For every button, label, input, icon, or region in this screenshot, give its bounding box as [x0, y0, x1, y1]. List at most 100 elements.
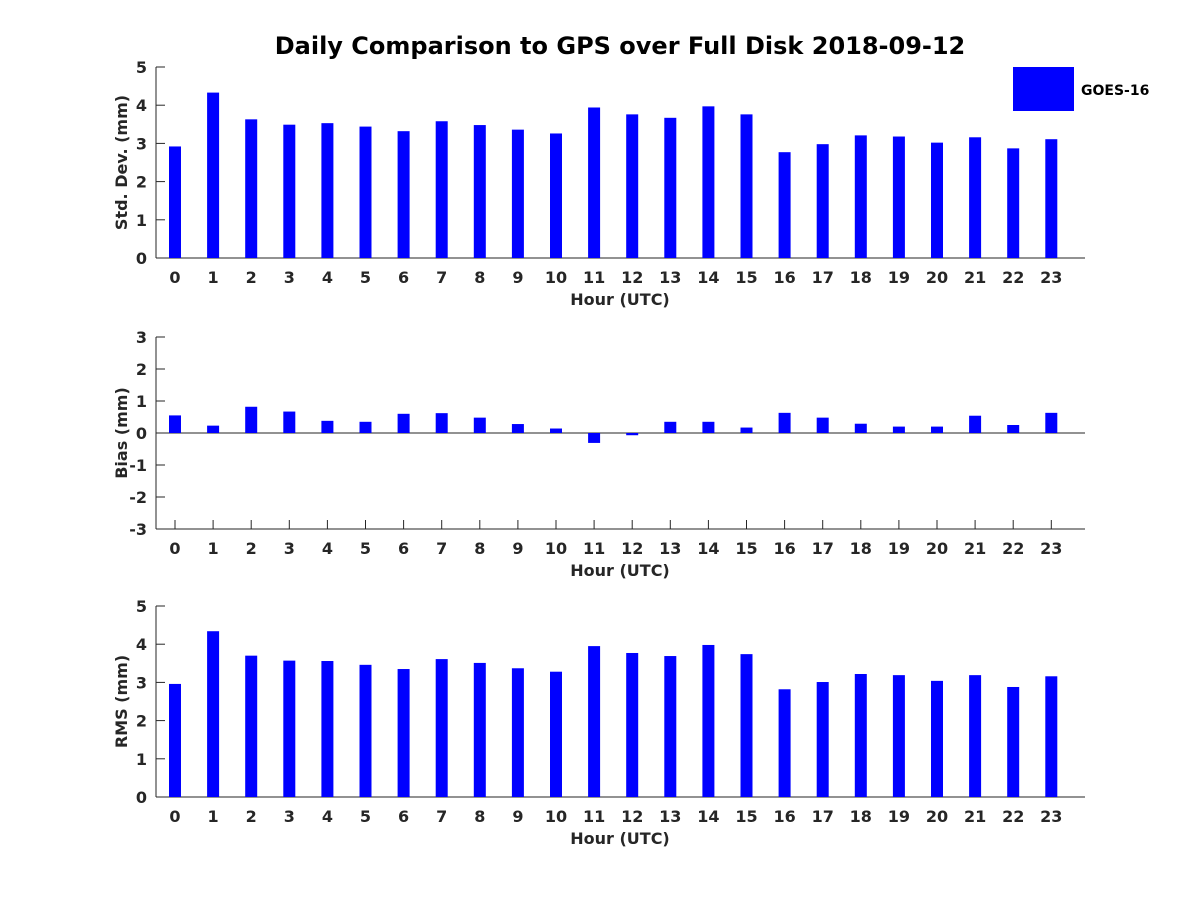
bar-hour-17 [816, 144, 829, 258]
x-tick-label: 20 [926, 807, 948, 826]
x-tick-label: 15 [735, 268, 757, 287]
x-tick-label: 7 [436, 268, 447, 287]
x-tick-label: 3 [284, 268, 295, 287]
bar-hour-19 [892, 136, 905, 258]
x-tick-label: 4 [322, 807, 333, 826]
x-axis-label: Hour (UTC) [570, 829, 670, 848]
x-tick-label: 10 [545, 807, 567, 826]
bar-hour-17 [816, 682, 829, 797]
x-tick-label: 13 [659, 268, 681, 287]
bar-hour-7 [435, 121, 448, 258]
bar-hour-12 [626, 652, 639, 797]
x-tick-label: 6 [398, 807, 409, 826]
y-axis-label: Bias (mm) [112, 387, 131, 479]
bar-hour-9 [511, 668, 524, 797]
bar-hour-20 [931, 680, 943, 797]
y-tick-label: 2 [136, 712, 147, 731]
bar-hour-0 [169, 146, 181, 258]
bar-hour-7 [435, 659, 448, 797]
bar-hour-2 [245, 655, 258, 797]
bar-hour-22 [1007, 425, 1020, 433]
x-tick-label: 19 [888, 807, 910, 826]
x-tick-label: 7 [436, 807, 447, 826]
bar-hour-19 [892, 675, 905, 797]
bar-hour-21 [969, 415, 982, 433]
x-tick-label: 8 [474, 268, 485, 287]
x-tick-label: 8 [474, 539, 485, 558]
bar-hour-1 [207, 631, 220, 797]
bar-hour-5 [359, 664, 372, 797]
bar-hour-19 [892, 426, 905, 433]
x-tick-label: 2 [246, 268, 257, 287]
x-tick-label: 8 [474, 807, 485, 826]
y-tick-label: 2 [136, 173, 147, 192]
y-tick-label: 4 [136, 635, 147, 654]
bar-hour-23 [1045, 412, 1058, 433]
x-tick-label: 22 [1002, 268, 1024, 287]
y-tick-label: 0 [136, 424, 147, 443]
y-tick-label: 0 [136, 788, 147, 807]
x-tick-label: 0 [169, 268, 180, 287]
bar-hour-14 [702, 106, 715, 258]
bar-hour-22 [1007, 686, 1020, 797]
bar-hour-6 [397, 413, 410, 433]
y-tick-label: 5 [136, 58, 147, 77]
x-tick-label: 23 [1040, 807, 1062, 826]
x-tick-label: 6 [398, 539, 409, 558]
x-tick-label: 5 [360, 807, 371, 826]
bar-hour-15 [740, 114, 753, 258]
x-tick-label: 1 [208, 807, 219, 826]
x-tick-label: 11 [583, 268, 605, 287]
bar-hour-16 [778, 689, 791, 797]
x-tick-label: 19 [888, 539, 910, 558]
x-tick-label: 6 [398, 268, 409, 287]
x-tick-label: 1 [208, 268, 219, 287]
bar-hour-10 [550, 428, 562, 433]
x-tick-label: 19 [888, 268, 910, 287]
x-tick-label: 16 [773, 539, 795, 558]
bar-hour-13 [664, 421, 677, 433]
x-tick-label: 11 [583, 539, 605, 558]
bar-hour-4 [321, 420, 334, 433]
bar-hour-8 [473, 125, 486, 259]
x-tick-label: 14 [697, 539, 719, 558]
bar-hour-12 [626, 433, 639, 436]
x-tick-label: 0 [169, 539, 180, 558]
bar-hour-3 [283, 124, 296, 258]
bar-hour-0 [169, 683, 181, 797]
bar-hour-0 [169, 415, 181, 433]
bar-hour-10 [550, 133, 562, 258]
bar-hour-5 [359, 126, 372, 258]
bar-hour-20 [931, 426, 943, 433]
y-tick-label: 4 [136, 96, 147, 115]
x-tick-label: 2 [246, 807, 257, 826]
bar-hour-13 [664, 656, 677, 797]
x-tick-label: 17 [812, 539, 834, 558]
bar-hour-17 [816, 417, 829, 433]
x-tick-label: 13 [659, 539, 681, 558]
bar-hour-21 [969, 137, 982, 258]
chart-title: Daily Comparison to GPS over Full Disk 2… [275, 32, 966, 60]
bar-hour-6 [397, 669, 410, 797]
y-tick-label: -2 [129, 488, 147, 507]
x-tick-label: 23 [1040, 268, 1062, 287]
bar-hour-6 [397, 131, 410, 258]
bar-hour-13 [664, 117, 677, 258]
x-tick-label: 17 [812, 268, 834, 287]
bar-hour-7 [435, 413, 448, 433]
bar-hour-23 [1045, 139, 1058, 258]
x-tick-label: 12 [621, 268, 643, 287]
x-tick-label: 10 [545, 268, 567, 287]
y-axis-label: RMS (mm) [112, 655, 131, 748]
bar-hour-20 [931, 142, 943, 258]
bar-hour-14 [702, 421, 715, 433]
x-tick-label: 2 [246, 539, 257, 558]
x-tick-label: 9 [512, 268, 523, 287]
x-tick-label: 21 [964, 539, 986, 558]
bar-hour-18 [854, 423, 867, 433]
x-tick-label: 14 [697, 268, 719, 287]
x-tick-label: 11 [583, 807, 605, 826]
y-tick-label: 1 [136, 750, 147, 769]
